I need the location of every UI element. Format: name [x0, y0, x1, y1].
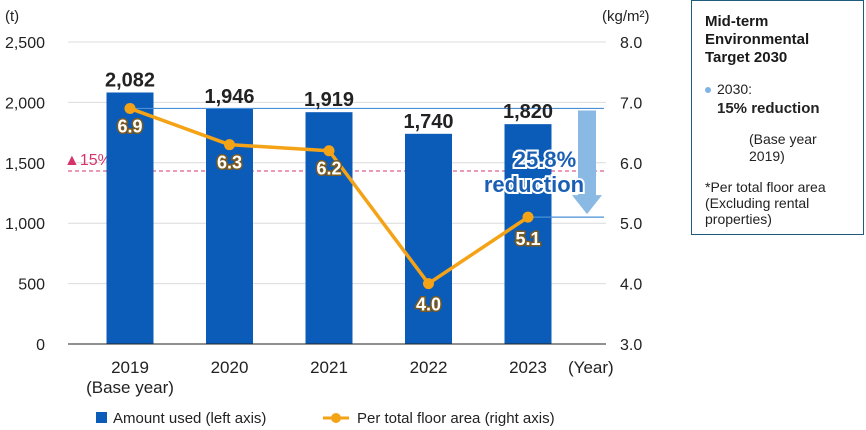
reduction-text-label: reduction [484, 172, 584, 197]
reduction-arrow-icon [572, 110, 602, 215]
line-point [323, 145, 335, 157]
line-point [124, 102, 136, 114]
category-sublabel: (Base year) [86, 378, 174, 397]
reduction-percent-label: 25.8% [514, 147, 576, 172]
category-label: 2021 [310, 358, 348, 377]
target-value: 15% reduction [717, 100, 820, 117]
left-tick-label: 2,500 [5, 35, 45, 52]
bar [405, 133, 452, 344]
legend-line-label: Per total floor area (right axis) [357, 410, 555, 427]
category-label: 2019 [111, 358, 149, 377]
line-value-label: 4.0 [416, 295, 441, 315]
chart: 0 500 1,000 1,500 2,000 2,500 3.0 4.0 5.0 6.0 7.0 8… [5, 8, 650, 427]
line-point [224, 139, 235, 151]
bullet-dot-icon [705, 87, 711, 93]
legend-bar-label: Amount used (left axis) [113, 410, 266, 427]
target-year: 2030: [717, 81, 753, 97]
target-title: Mid-term Environmental Target 2030 [705, 13, 810, 66]
left-tick-label: 1,500 [5, 156, 45, 173]
category-label: 2020 [211, 358, 249, 377]
right-tick-label: 6.0 [620, 156, 642, 173]
target-base-year: (Base year 2019) [749, 131, 817, 164]
target-item: 2030: [705, 81, 851, 98]
legend-line-marker [331, 413, 341, 423]
legend-bar-swatch [96, 412, 107, 423]
left-tick-label: 0 [36, 337, 45, 354]
bar-value-label: 1,820 [503, 101, 553, 123]
x-axis-unit: (Year) [568, 358, 614, 377]
left-axis-unit: (t) [5, 8, 19, 25]
right-tick-label: 8.0 [620, 35, 642, 52]
line-value-label: 6.2 [316, 159, 341, 179]
right-tick-label: 7.0 [620, 95, 642, 112]
bar [106, 92, 154, 344]
right-tick-label: 5.0 [620, 216, 642, 233]
left-tick-label: 500 [18, 277, 45, 294]
line-value-label: 6.3 [217, 153, 242, 173]
target-line-label: ▲15% [64, 152, 112, 169]
bar-value-label: 1,740 [403, 111, 453, 133]
bar-value-label: 1,946 [204, 86, 254, 108]
line-point [423, 278, 434, 290]
target-box: Mid-term Environmental Target 2030 2030:… [691, 0, 864, 235]
line-point [522, 211, 534, 223]
left-tick-label: 2,000 [5, 95, 45, 112]
category-label: 2022 [410, 358, 448, 377]
target-note: *Per total floor area (Excluding rental … [705, 179, 826, 227]
right-tick-label: 3.0 [620, 337, 642, 354]
bar-value-label: 1,919 [304, 89, 354, 111]
right-tick-label: 4.0 [620, 277, 642, 294]
bar [504, 124, 552, 344]
line-value-label: 5.1 [515, 229, 540, 249]
right-axis-unit: (kg/m²) [602, 8, 650, 25]
bar-value-label: 2,082 [105, 69, 155, 91]
left-tick-label: 1,000 [5, 216, 45, 233]
line-value-label: 6.9 [117, 116, 142, 136]
category-label: 2023 [509, 358, 547, 377]
